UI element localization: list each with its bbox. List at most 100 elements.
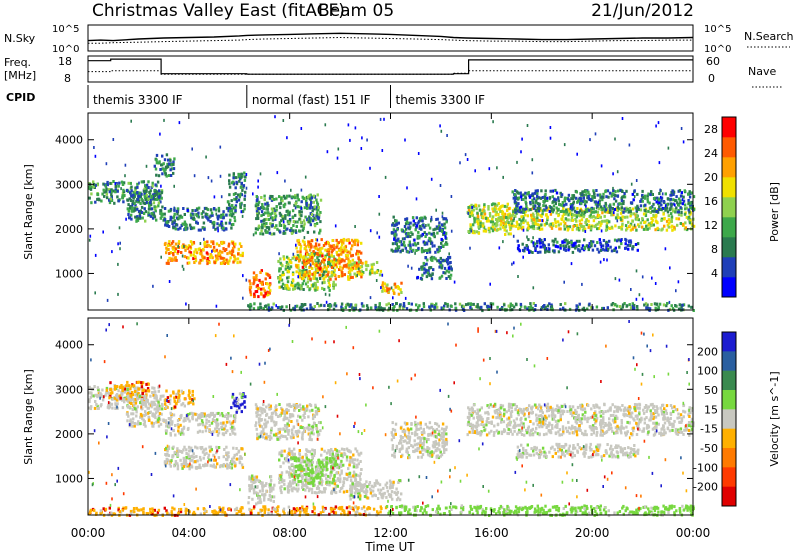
heat-cell <box>223 448 226 451</box>
heat-cell <box>143 420 146 424</box>
heat-cell <box>230 209 234 213</box>
heat-cell <box>688 210 691 214</box>
heat-cell <box>617 238 620 242</box>
heat-cell <box>145 382 148 386</box>
heat-cell <box>263 198 266 202</box>
heat-cell <box>127 203 130 207</box>
heat-cell <box>165 246 168 250</box>
heat-cell <box>214 259 218 263</box>
heat-cell <box>171 220 174 224</box>
heat-cell <box>155 192 159 196</box>
heat-cell <box>131 408 134 412</box>
heat-cell <box>599 242 603 246</box>
heat-cell <box>585 223 588 227</box>
heat-cell <box>572 213 575 217</box>
heat-cell <box>353 307 356 311</box>
heat-cell <box>521 242 524 246</box>
heat-cell <box>243 194 247 198</box>
heat-cell <box>147 406 150 410</box>
heat-cell <box>424 249 428 252</box>
heat-cell <box>644 302 648 306</box>
heat-cell <box>239 260 242 264</box>
heat-cell <box>602 239 606 242</box>
heat-cell <box>549 212 553 216</box>
heat-cell <box>174 401 178 405</box>
heat-cell <box>153 194 156 198</box>
heat-cell <box>569 207 572 211</box>
heat-cell <box>667 225 670 229</box>
heat-cell <box>171 420 174 424</box>
heat-cell <box>657 305 660 309</box>
heat-cell <box>340 305 343 309</box>
heat-cell <box>260 210 264 214</box>
heat-cell <box>173 219 177 223</box>
heat-cell <box>251 485 254 489</box>
heat-cell <box>106 183 109 187</box>
heat-cell <box>528 251 531 254</box>
heat-cell <box>415 249 418 252</box>
heat-cell <box>493 227 496 231</box>
heat-cell <box>531 171 534 175</box>
heat-cell <box>169 218 172 222</box>
heat-cell <box>652 197 656 200</box>
heat-cell <box>637 218 640 222</box>
heat-cell <box>278 305 281 309</box>
heat-cell <box>593 210 596 214</box>
heat-cell <box>121 385 124 389</box>
heat-cell <box>578 196 581 200</box>
heat-cell <box>354 225 356 228</box>
heat-cell <box>619 211 623 215</box>
heat-cell <box>492 120 494 124</box>
heat-cell <box>210 179 213 183</box>
heat-cell <box>619 239 622 243</box>
heat-cell <box>548 210 551 213</box>
heat-cell <box>617 189 620 193</box>
heat-cell <box>132 193 135 197</box>
heat-cell <box>353 261 356 265</box>
heat-cell <box>540 189 543 193</box>
heat-cell <box>104 393 107 397</box>
heat-cell <box>672 192 675 196</box>
heat-cell <box>155 198 159 201</box>
heat-cell <box>472 302 475 306</box>
heat-cell <box>521 248 525 252</box>
heat-cell <box>189 400 192 404</box>
heat-cell <box>267 303 270 307</box>
heat-cell <box>503 223 507 227</box>
heat-cell <box>154 393 157 397</box>
heat-cell <box>203 453 206 457</box>
heat-cell <box>288 194 291 198</box>
heat-cell <box>226 466 229 470</box>
heat-cell <box>143 195 147 199</box>
heat-cell <box>200 251 203 255</box>
heat-cell <box>562 220 566 224</box>
heat-cell <box>620 196 623 200</box>
heat-cell <box>139 422 142 426</box>
freq-unit: [MHz] <box>4 69 36 82</box>
heat-cell <box>396 228 399 232</box>
heat-cell <box>275 197 278 201</box>
heat-cell <box>567 241 571 245</box>
heat-cell <box>425 262 428 266</box>
heat-cell <box>515 211 518 215</box>
heat-cell <box>484 229 488 233</box>
heat-cell <box>629 240 633 244</box>
heat-cell <box>132 412 135 416</box>
heat-cell <box>228 193 231 197</box>
heat-cell <box>530 218 534 222</box>
heat-cell <box>422 261 425 265</box>
heat-cell <box>550 206 553 210</box>
heat-cell <box>381 283 384 287</box>
heat-cell <box>346 239 350 242</box>
heat-cell <box>127 398 130 401</box>
heat-cell <box>602 195 605 199</box>
heat-cell <box>489 214 492 218</box>
heat-cell <box>319 198 323 202</box>
heat-cell <box>271 218 275 222</box>
heat-cell <box>231 241 234 245</box>
heat-cell <box>116 195 119 199</box>
heat-cell <box>397 221 400 225</box>
heat-cell <box>315 206 318 210</box>
heat-cell <box>219 413 222 417</box>
heat-cell <box>668 221 671 225</box>
